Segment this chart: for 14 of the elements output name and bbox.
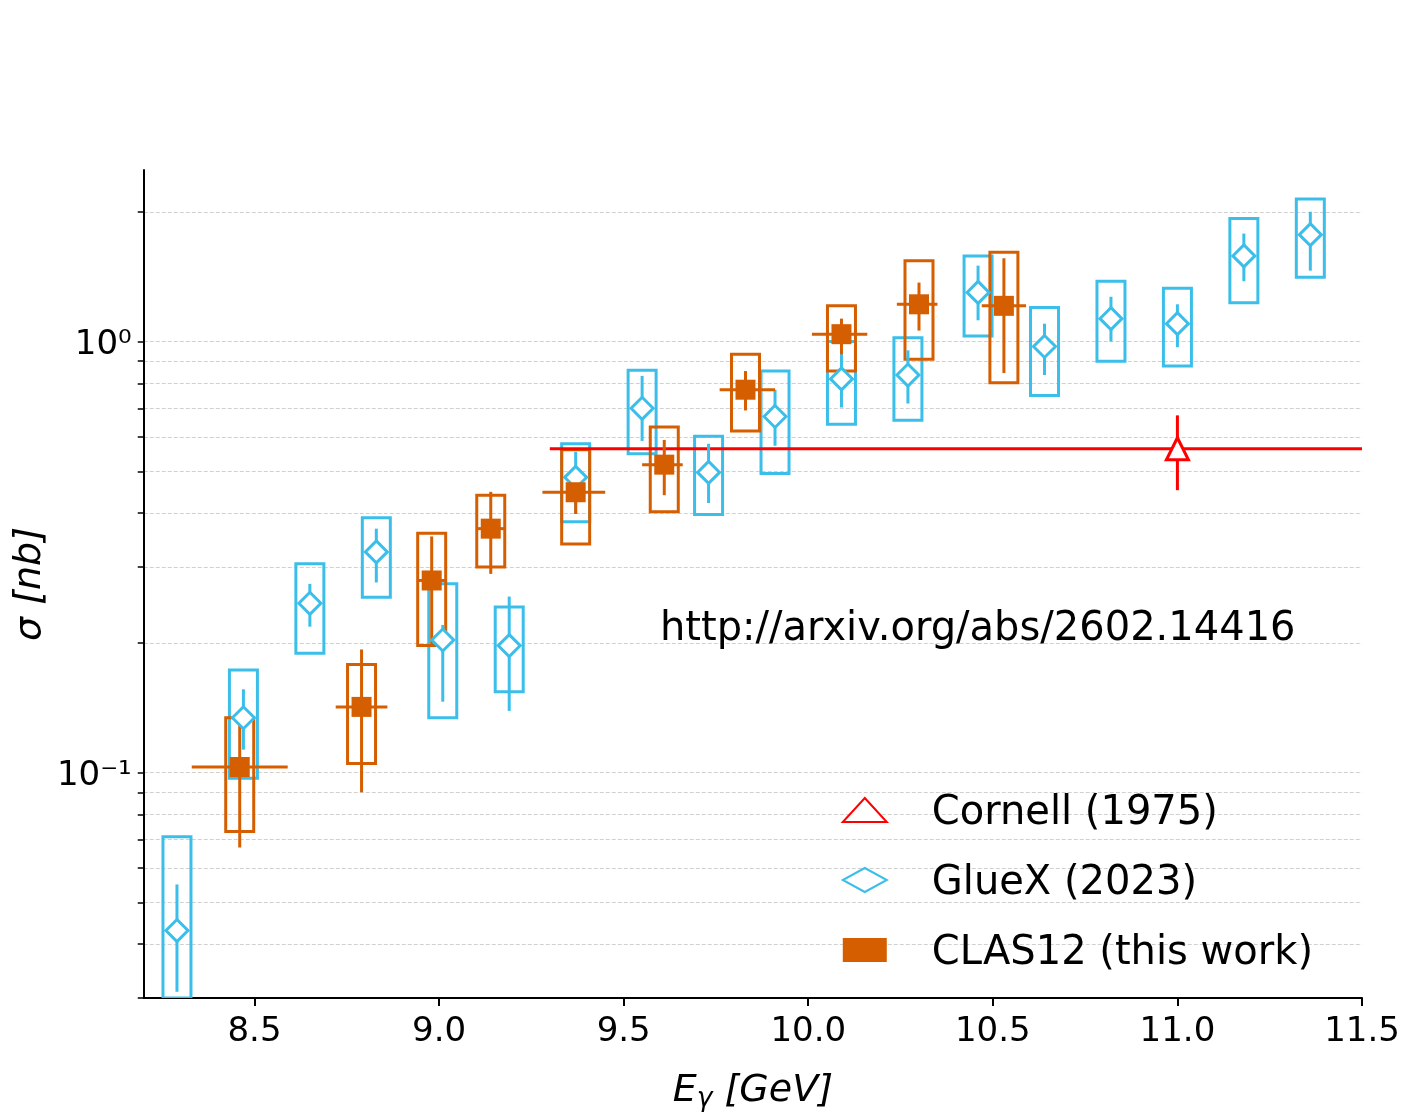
y-tick-label: 10⁰ xyxy=(74,321,132,362)
y-tick-label: 10⁻¹ xyxy=(56,752,132,793)
x-tick-label: 9.5 xyxy=(596,1008,651,1049)
y-axis-title: σ [nb] xyxy=(5,526,49,641)
x-tick-label: 10.5 xyxy=(954,1008,1031,1049)
legend-label: GlueX (2023) xyxy=(931,857,1197,903)
x-tick-label: 9.0 xyxy=(412,1008,467,1049)
x-tick-label: 8.5 xyxy=(227,1008,282,1049)
legend-label: Cornell (1975) xyxy=(931,787,1218,833)
x-tick-label: 11.5 xyxy=(1324,1008,1400,1049)
annotation: http://arxiv.org/abs/2602.14416 xyxy=(660,603,1296,649)
x-tick-label: 10.0 xyxy=(770,1008,847,1049)
x-tick-label: 11.0 xyxy=(1139,1008,1216,1049)
legend-label: CLAS12 (this work) xyxy=(931,927,1314,973)
